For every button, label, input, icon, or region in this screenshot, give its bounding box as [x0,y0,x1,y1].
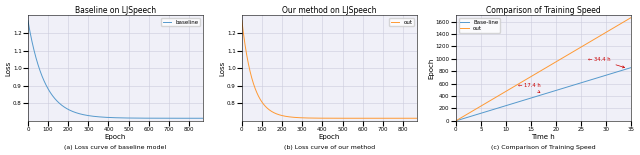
baseline [104,117,112,118]
Base-line [595,76,603,78]
out [323,117,331,119]
X-axis label: Time h: Time h [531,134,556,140]
Y-axis label: Epoch: Epoch [428,58,434,79]
out [547,64,554,66]
out [595,35,603,37]
Text: ← 17.4 h: ← 17.4 h [518,83,541,93]
Text: ← 34.4 h: ← 34.4 h [588,57,625,68]
Y-axis label: Loss: Loss [6,60,12,76]
Title: Our method on LJSpeech: Our method on LJSpeech [282,6,377,15]
out [623,19,630,21]
baseline [109,117,117,119]
out [376,117,383,119]
Base-line [535,95,543,97]
baseline [24,20,32,22]
out [408,117,416,119]
Base-line [452,120,460,122]
Base-line [623,68,630,70]
Base-line [556,88,564,90]
baseline [194,117,202,119]
baseline [194,117,202,119]
out [413,117,421,119]
Line: Base-line: Base-line [456,68,631,121]
Text: (b) Loss curve of our method: (b) Loss curve of our method [284,145,375,150]
Legend: baseline: baseline [161,18,200,27]
out [627,17,635,19]
X-axis label: Epoch: Epoch [105,134,126,140]
Text: (c) Comparison of Training Speed: (c) Comparison of Training Speed [491,145,596,150]
Legend: out: out [389,18,414,27]
Text: (a) Loss curve of baseline model: (a) Loss curve of baseline model [65,145,166,150]
out [408,117,416,119]
out [247,73,255,75]
Line: out: out [456,18,631,121]
Y-axis label: Loss: Loss [220,60,225,76]
out [535,71,543,73]
Base-line [536,94,544,96]
Line: baseline: baseline [28,21,203,118]
X-axis label: Epoch: Epoch [319,134,340,140]
out [319,117,326,119]
out [556,59,564,60]
baseline [162,117,170,119]
out [238,20,246,22]
Base-line [547,91,554,93]
baseline [199,117,207,119]
Line: out: out [242,21,417,118]
Legend: Base-line, out: Base-line, out [458,18,500,33]
Title: Comparison of Training Speed: Comparison of Training Speed [486,6,601,15]
baseline [33,60,41,62]
Title: Baseline on LJSpeech: Baseline on LJSpeech [75,6,156,15]
out [452,120,460,122]
out [536,70,544,72]
Base-line [627,67,635,69]
